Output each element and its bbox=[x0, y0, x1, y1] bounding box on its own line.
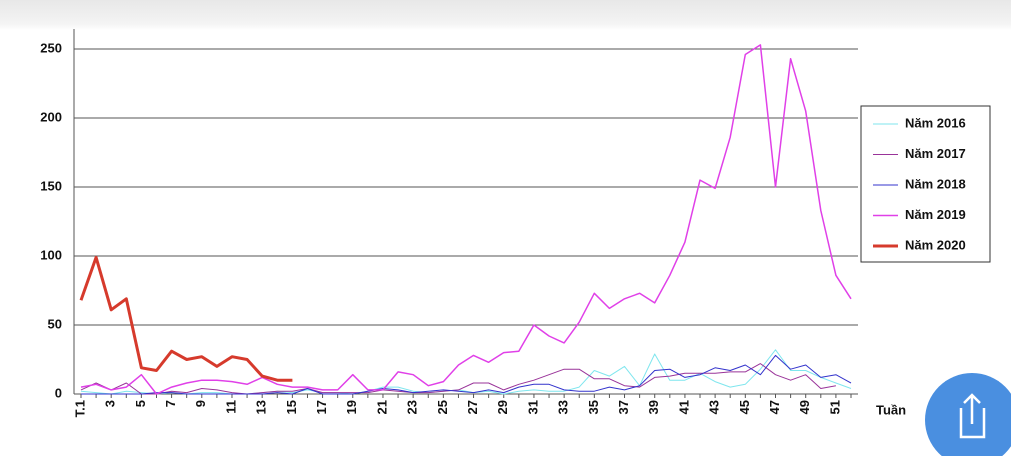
x-tick-label: T.1 bbox=[72, 400, 87, 417]
y-tick-label: 0 bbox=[55, 385, 62, 400]
y-tick-label: 150 bbox=[40, 178, 62, 193]
x-tick-label: 31 bbox=[525, 400, 540, 414]
y-tick-label: 50 bbox=[48, 316, 62, 331]
x-tick-label: 35 bbox=[586, 400, 601, 414]
series-line bbox=[79, 255, 293, 382]
series-line bbox=[80, 363, 836, 395]
legend: Năm 2016 Năm 2017 Năm 2018 Năm 2019 Năm 2020 bbox=[873, 115, 966, 252]
series-line bbox=[81, 354, 852, 395]
x-tick-label: 17 bbox=[314, 400, 329, 414]
y-tick-label: 100 bbox=[40, 247, 62, 262]
x-tick-label: 45 bbox=[737, 400, 752, 414]
x-tick-label: 11 bbox=[223, 400, 238, 414]
legend-box bbox=[860, 105, 991, 263]
series-line bbox=[80, 349, 852, 395]
share-button[interactable] bbox=[925, 373, 1011, 456]
x-tick-label: 23 bbox=[405, 400, 420, 414]
x-tick-label: 39 bbox=[646, 400, 661, 414]
x-tick-label: 3 bbox=[103, 400, 118, 407]
x-tick-label: 27 bbox=[465, 400, 480, 414]
legend-label: Năm 2016 bbox=[905, 115, 966, 130]
legend-label: Năm 2020 bbox=[905, 237, 966, 252]
x-tick-label: 29 bbox=[495, 400, 510, 414]
x-tick-label: 51 bbox=[827, 400, 842, 414]
x-tick-label: 15 bbox=[284, 400, 299, 414]
top-shadow bbox=[0, 0, 1011, 30]
x-tick-label: 33 bbox=[556, 400, 571, 414]
series-line bbox=[80, 44, 852, 395]
x-tick-label: 13 bbox=[254, 400, 269, 414]
x-tick-label: 9 bbox=[193, 400, 208, 407]
legend-label: Năm 2019 bbox=[905, 207, 966, 222]
x-tick-label: 47 bbox=[767, 400, 782, 414]
x-tick-label: 5 bbox=[133, 400, 148, 407]
y-tick-label: 250 bbox=[40, 40, 62, 55]
x-tick-label: 7 bbox=[163, 400, 178, 407]
x-tick-label: 21 bbox=[374, 400, 389, 414]
x-tick-label: 25 bbox=[435, 400, 450, 414]
x-tick-label: 43 bbox=[707, 400, 722, 414]
x-tick-label: 41 bbox=[676, 400, 691, 414]
legend-label: Năm 2018 bbox=[905, 176, 966, 191]
y-tick-label: 200 bbox=[40, 109, 62, 124]
x-tick-label: 49 bbox=[797, 400, 812, 414]
x-tick-label: 19 bbox=[344, 400, 359, 414]
legend-label: Năm 2017 bbox=[905, 146, 966, 161]
x-tick-label: 37 bbox=[616, 400, 631, 414]
x-axis-title: Tuần bbox=[876, 402, 906, 417]
